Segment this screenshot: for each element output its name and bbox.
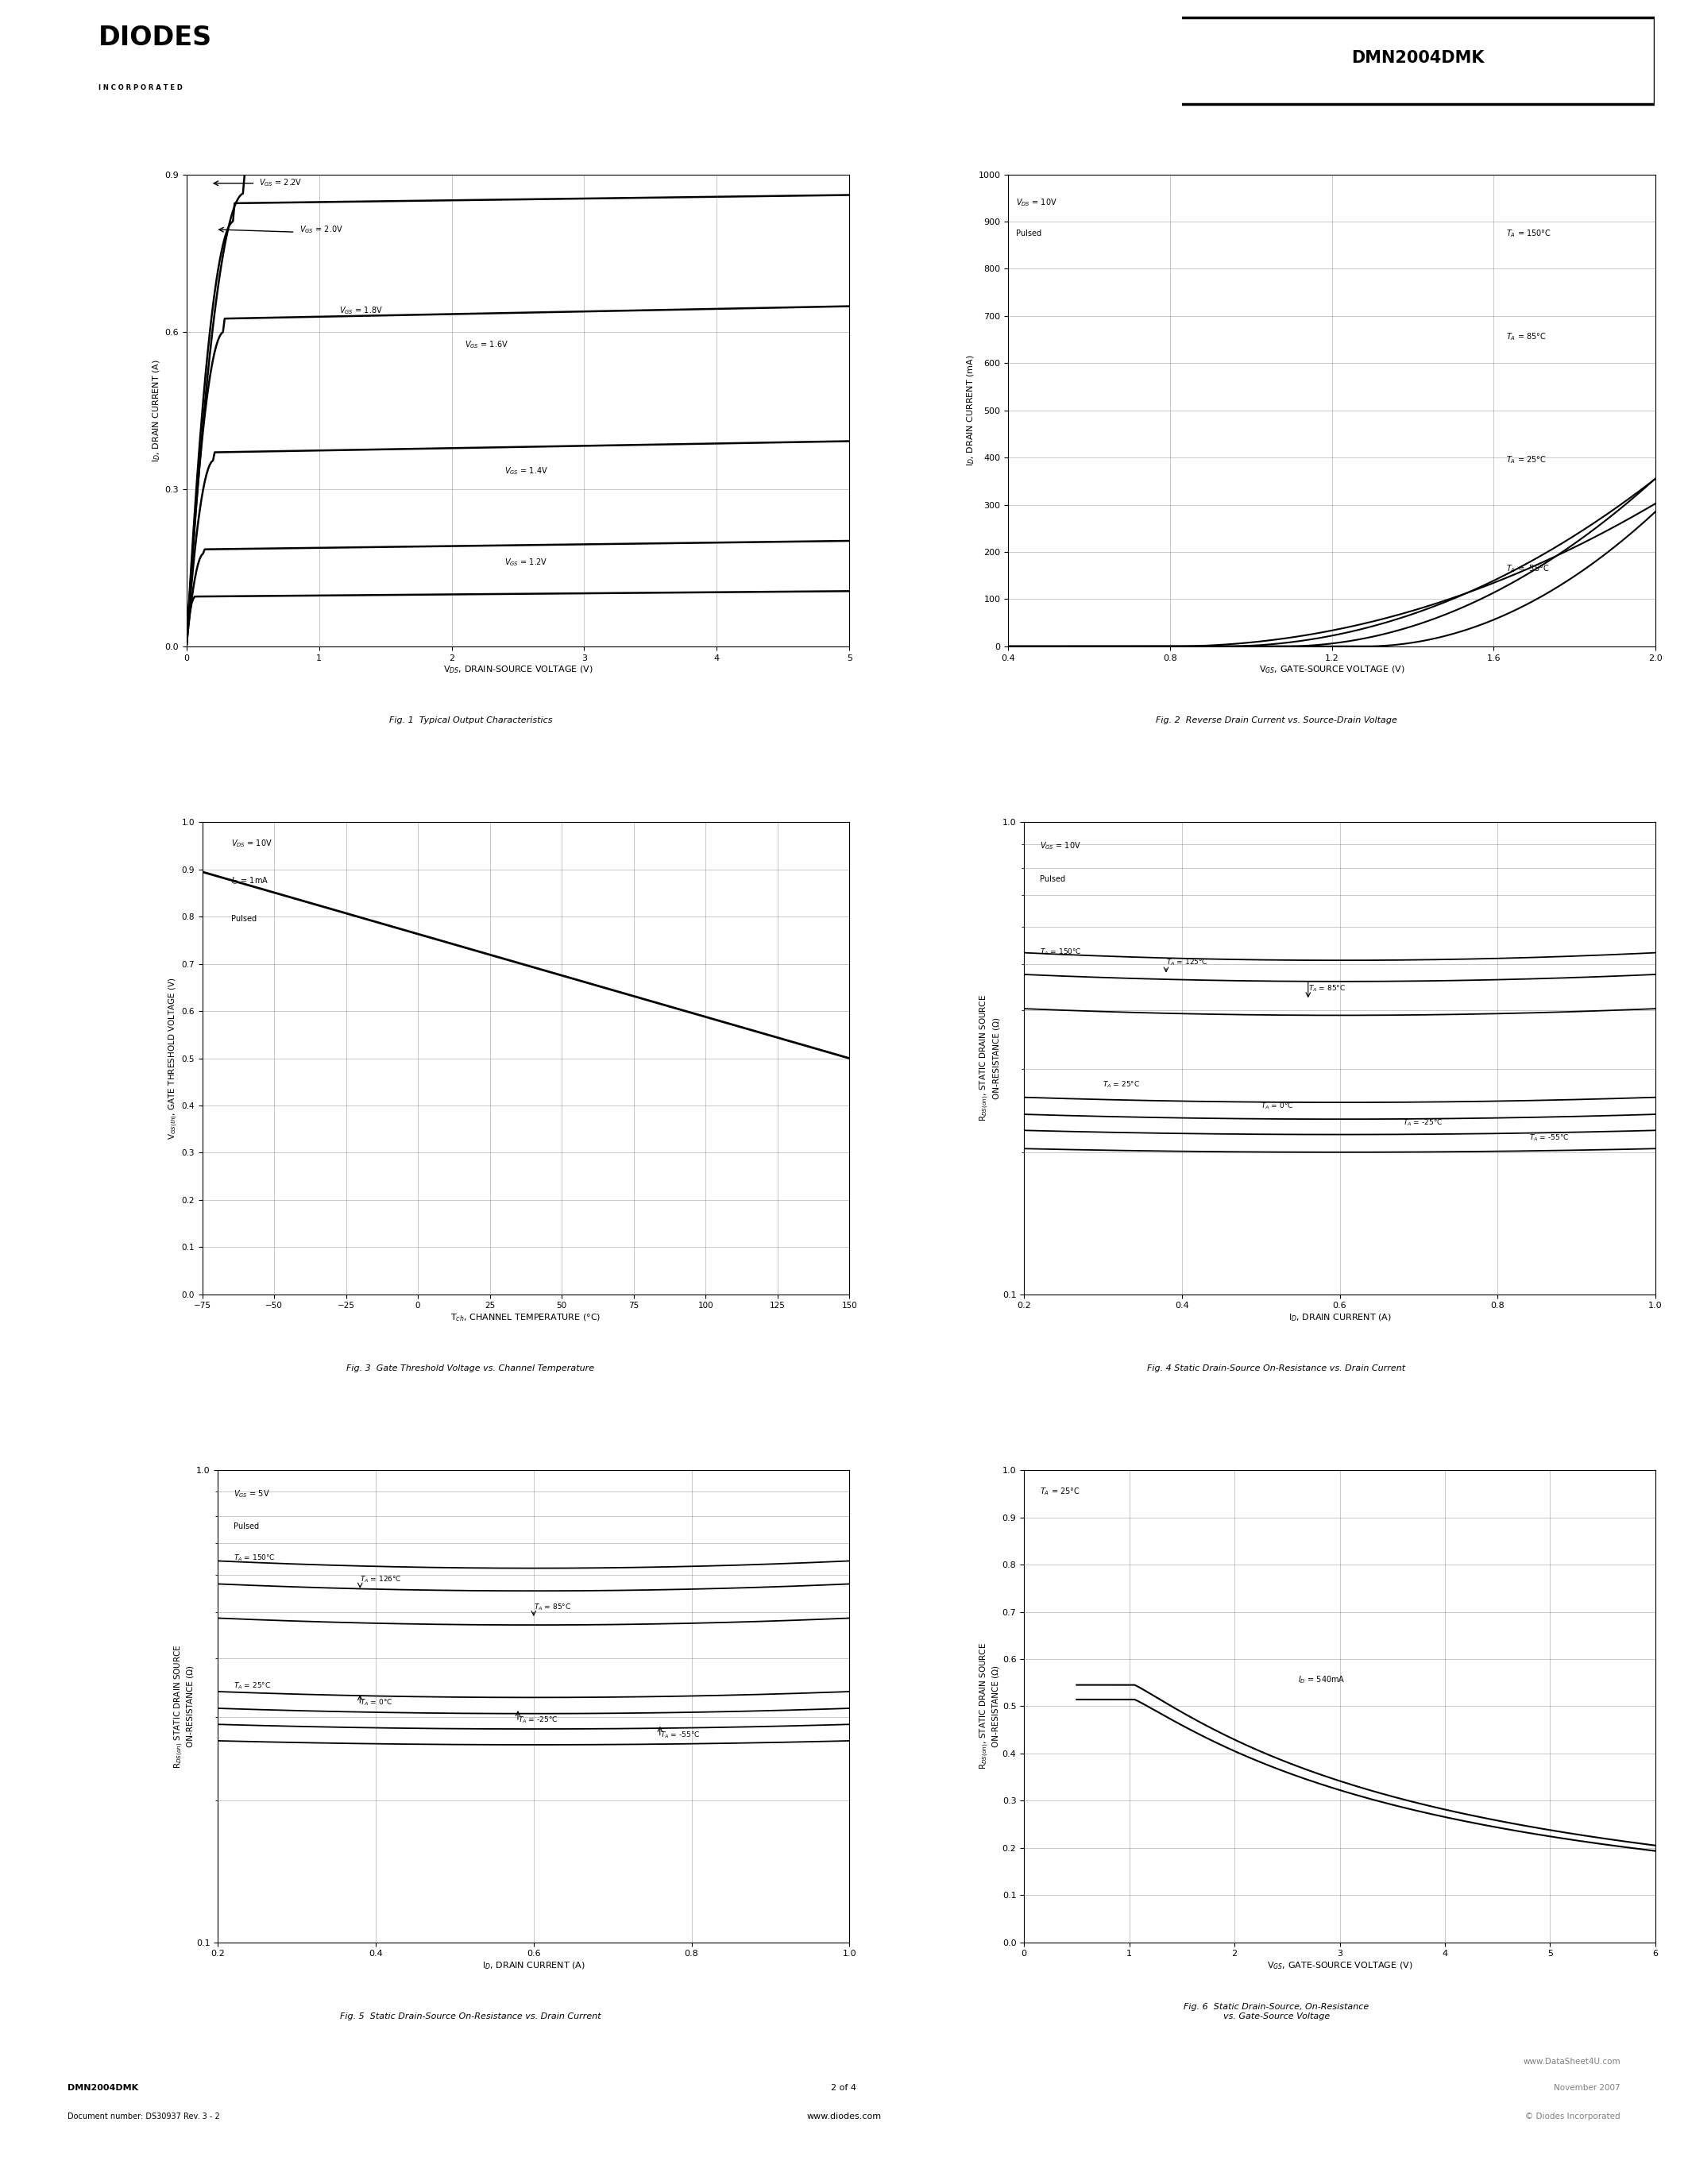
Text: $I_D$ = 1mA: $I_D$ = 1mA — [231, 876, 268, 887]
Text: Pulsed: Pulsed — [1040, 876, 1065, 882]
Text: Fig. 1  Typical Output Characteristics: Fig. 1 Typical Output Characteristics — [388, 716, 552, 725]
Text: Fig. 5  Static Drain-Source On-Resistance vs. Drain Current: Fig. 5 Static Drain-Source On-Resistance… — [339, 2011, 601, 2020]
Text: $T_A$ = 25°C: $T_A$ = 25°C — [1506, 454, 1546, 465]
X-axis label: T$_{ch}$, CHANNEL TEMPERATURE (°C): T$_{ch}$, CHANNEL TEMPERATURE (°C) — [451, 1313, 601, 1324]
Text: $I_D$ = 540mA: $I_D$ = 540mA — [1298, 1675, 1345, 1686]
Y-axis label: I$_D$, DRAIN CURRENT (A): I$_D$, DRAIN CURRENT (A) — [152, 358, 162, 463]
Text: $T_A$ = 0°C: $T_A$ = 0°C — [360, 1697, 393, 1708]
Text: $T_A$ = -55°C: $T_A$ = -55°C — [660, 1730, 701, 1741]
Text: 2 of 4: 2 of 4 — [830, 2084, 858, 2092]
Y-axis label: I$_D$, DRAIN CURRENT (mA): I$_D$, DRAIN CURRENT (mA) — [966, 354, 976, 467]
Text: $V_{GS}$ = 1.4V: $V_{GS}$ = 1.4V — [505, 465, 549, 476]
Text: NEW PRODUCT: NEW PRODUCT — [14, 1040, 24, 1123]
Text: Pulsed: Pulsed — [231, 915, 257, 924]
Text: $T_A$ = 150°C: $T_A$ = 150°C — [1040, 948, 1082, 957]
Text: November 2007: November 2007 — [1555, 2084, 1620, 2092]
X-axis label: I$_D$, DRAIN CURRENT (A): I$_D$, DRAIN CURRENT (A) — [483, 1959, 586, 1970]
X-axis label: V$_{GS}$, GATE-SOURCE VOLTAGE (V): V$_{GS}$, GATE-SOURCE VOLTAGE (V) — [1266, 1959, 1413, 1970]
Text: $V_{GS}$ = 1.8V: $V_{GS}$ = 1.8V — [339, 306, 383, 317]
Text: $T_A$ = 85°C: $T_A$ = 85°C — [533, 1601, 571, 1612]
X-axis label: V$_{GS}$, GATE-SOURCE VOLTAGE (V): V$_{GS}$, GATE-SOURCE VOLTAGE (V) — [1259, 664, 1404, 675]
Text: Fig. 6  Static Drain-Source, On-Resistance
vs. Gate-Source Voltage: Fig. 6 Static Drain-Source, On-Resistanc… — [1183, 2003, 1369, 2020]
Text: Fig. 2  Reverse Drain Current vs. Source-Drain Voltage: Fig. 2 Reverse Drain Current vs. Source-… — [1156, 716, 1398, 725]
Text: $T_A$ = -55°C: $T_A$ = -55°C — [1529, 1133, 1570, 1142]
Text: I N C O R P O R A T E D: I N C O R P O R A T E D — [98, 85, 182, 92]
Text: Fig. 4 Static Drain-Source On-Resistance vs. Drain Current: Fig. 4 Static Drain-Source On-Resistance… — [1148, 1365, 1406, 1372]
Y-axis label: R$_{DS(on)}$ STATIC DRAIN SOURCE
ON-RESISTANCE (Ω): R$_{DS(on)}$ STATIC DRAIN SOURCE ON-RESI… — [172, 1645, 194, 1769]
X-axis label: V$_{DS}$, DRAIN-SOURCE VOLTAGE (V): V$_{DS}$, DRAIN-SOURCE VOLTAGE (V) — [442, 664, 592, 675]
Text: $T_A$ = 25°C: $T_A$ = 25°C — [233, 1682, 272, 1690]
Text: www.diodes.com: www.diodes.com — [807, 2112, 881, 2121]
Text: Pulsed: Pulsed — [1016, 229, 1041, 238]
Text: Pulsed: Pulsed — [233, 1522, 260, 1531]
Text: $V_{GS}$ = 1.6V: $V_{GS}$ = 1.6V — [464, 339, 508, 349]
Text: $V_{GS}$ = 1.2V: $V_{GS}$ = 1.2V — [505, 557, 549, 568]
Text: $T_A$ = 85°C: $T_A$ = 85°C — [1308, 983, 1345, 994]
Text: $V_{DS}$ = 10V: $V_{DS}$ = 10V — [1016, 197, 1058, 207]
Text: $V_{GS}$ = 2.2V: $V_{GS}$ = 2.2V — [260, 177, 302, 188]
Text: $T_A$ = -55°C: $T_A$ = -55°C — [1506, 563, 1550, 574]
Text: $V_{DS}$ = 10V: $V_{DS}$ = 10V — [231, 839, 272, 850]
Text: $T_A$ = -25°C: $T_A$ = -25°C — [1403, 1118, 1443, 1129]
Y-axis label: V$_{GS(th)}$, GATE THRESHOLD VOLTAGE (V): V$_{GS(th)}$, GATE THRESHOLD VOLTAGE (V) — [167, 976, 179, 1140]
Text: $V_{GS}$ = 2.0V: $V_{GS}$ = 2.0V — [299, 225, 343, 236]
Y-axis label: R$_{DS(on)}$, STATIC DRAIN SOURCE
ON-RESISTANCE (Ω): R$_{DS(on)}$, STATIC DRAIN SOURCE ON-RES… — [979, 1642, 999, 1769]
Text: $T_A$ = 0°C: $T_A$ = 0°C — [1261, 1101, 1293, 1112]
Text: www.DataSheet4U.com: www.DataSheet4U.com — [1523, 2057, 1620, 2066]
Text: DMN2004DMK: DMN2004DMK — [68, 2084, 138, 2092]
Text: $V_{GS}$ = 10V: $V_{GS}$ = 10V — [1040, 841, 1080, 852]
Text: $T_A$ = -25°C: $T_A$ = -25°C — [518, 1714, 557, 1725]
Text: DMN2004DMK: DMN2004DMK — [1352, 50, 1484, 66]
Text: $T_A$ = 25°C: $T_A$ = 25°C — [1040, 1485, 1080, 1496]
Text: $T_A$ = 150°C: $T_A$ = 150°C — [233, 1553, 275, 1564]
Text: © Diodes Incorporated: © Diodes Incorporated — [1526, 2112, 1620, 2121]
Text: $T_A$ = 126°C: $T_A$ = 126°C — [360, 1575, 402, 1586]
FancyBboxPatch shape — [1177, 17, 1654, 105]
Text: $T_A$ = 85°C: $T_A$ = 85°C — [1506, 332, 1546, 343]
Text: Fig. 3  Gate Threshold Voltage vs. Channel Temperature: Fig. 3 Gate Threshold Voltage vs. Channe… — [346, 1365, 594, 1372]
Y-axis label: R$_{DS(on)}$, STATIC DRAIN SOURCE
ON-RESISTANCE (Ω): R$_{DS(on)}$, STATIC DRAIN SOURCE ON-RES… — [979, 994, 999, 1123]
Text: $T_A$ = 25°C: $T_A$ = 25°C — [1102, 1079, 1141, 1090]
Text: $V_{GS}$ = 5V: $V_{GS}$ = 5V — [233, 1489, 270, 1500]
Text: DIODES: DIODES — [98, 24, 213, 50]
Text: $T_A$ = 125°C: $T_A$ = 125°C — [1166, 957, 1209, 968]
Text: $T_A$ = 150°C: $T_A$ = 150°C — [1506, 227, 1551, 238]
X-axis label: I$_D$, DRAIN CURRENT (A): I$_D$, DRAIN CURRENT (A) — [1288, 1313, 1391, 1324]
Text: Document number: DS30937 Rev. 3 - 2: Document number: DS30937 Rev. 3 - 2 — [68, 2112, 219, 2121]
